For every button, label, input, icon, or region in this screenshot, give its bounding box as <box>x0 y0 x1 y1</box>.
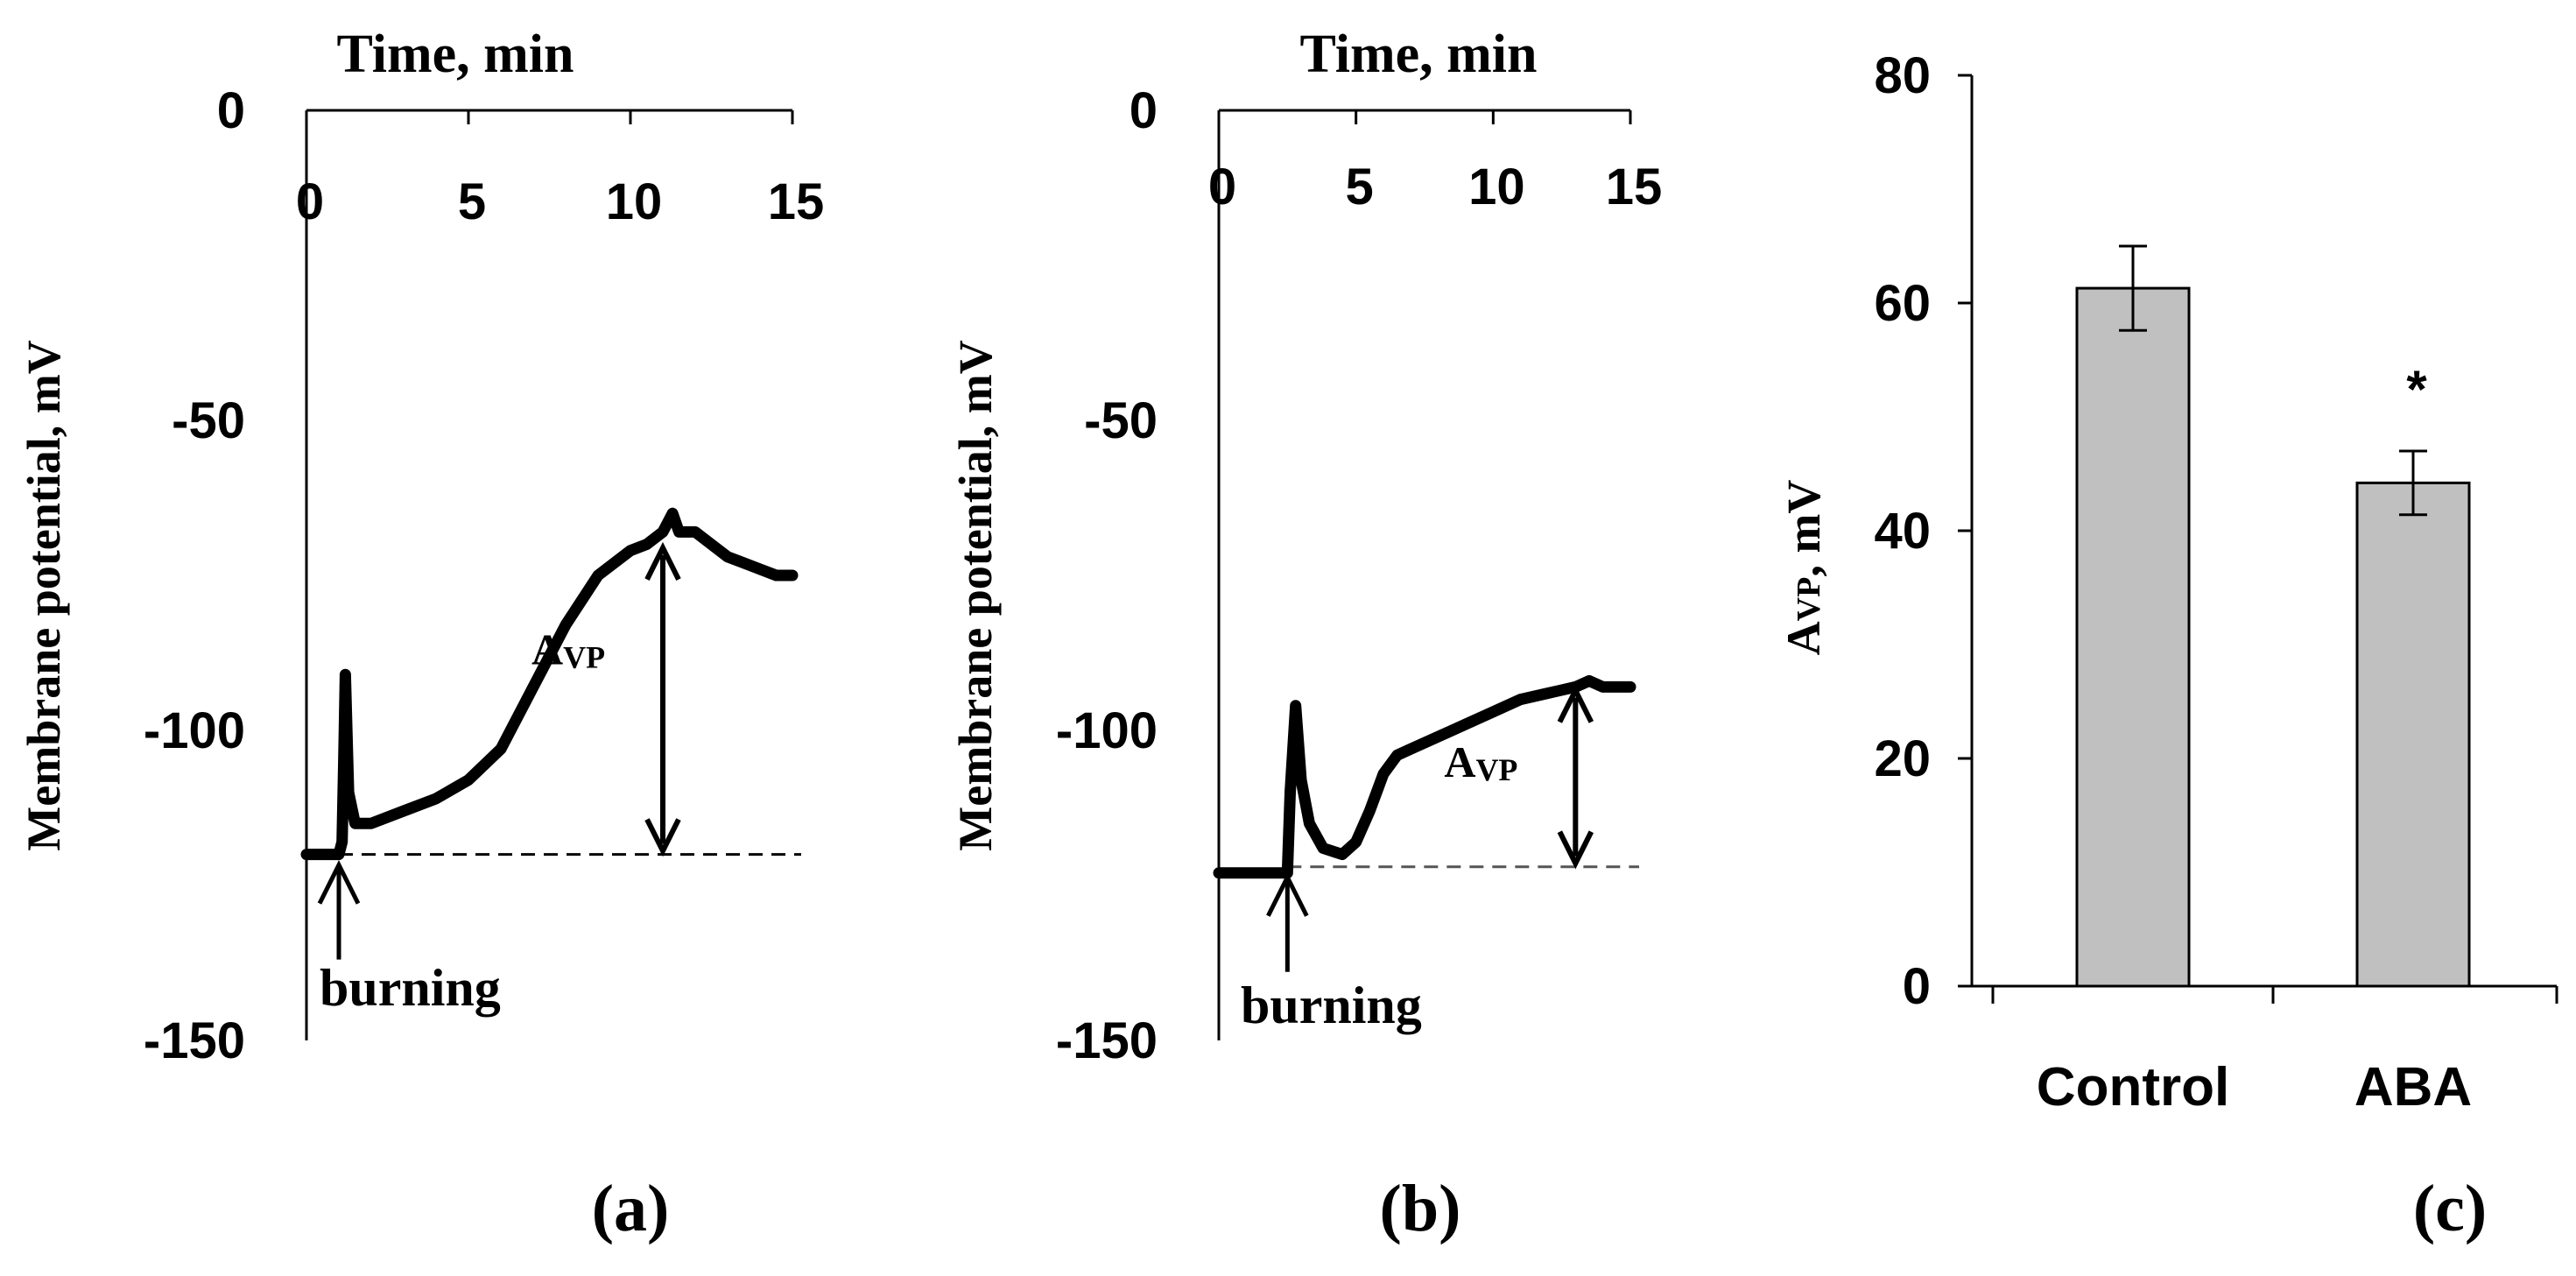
avp-double-arrow-b <box>1557 684 1594 870</box>
y-tick-label: -150 <box>1056 1012 1158 1069</box>
avp-arrow-head-up <box>644 541 681 581</box>
y-tick-label: -100 <box>1056 702 1158 759</box>
panel-a: Time, min Membrane potential, mV 0 -50 -10… <box>18 25 824 1245</box>
avp-arrow-head-up <box>1557 684 1594 723</box>
y-tick-label: -50 <box>172 392 245 449</box>
x-tick-label: 5 <box>458 173 486 230</box>
bars-c: Control ABA * <box>2037 244 2472 1117</box>
significance-marker: * <box>2406 360 2427 419</box>
burning-arrow-a <box>317 860 361 960</box>
y-ticks-c: 0 20 40 60 80 <box>1874 47 1972 1015</box>
x-tick-label: 10 <box>606 173 663 230</box>
y-tick-label: 0 <box>1130 82 1158 139</box>
y-ticks-a: 0 -50 -100 -150 <box>144 82 245 1069</box>
category-label: ABA <box>2354 1057 2472 1117</box>
panel-label-c: (c) <box>2413 1172 2487 1245</box>
category-label: Control <box>2037 1057 2229 1117</box>
y-ticks-b: 0 -50 -100 -150 <box>1056 82 1158 1069</box>
x-tick-label: 15 <box>768 173 825 230</box>
x-axis-title-b: Time, min <box>1300 25 1538 84</box>
bar-control <box>2075 286 2191 988</box>
x-ticks-b: 0 5 10 15 <box>1208 110 1662 215</box>
y-tick-label-c: 80 <box>1874 47 1931 104</box>
burning-label-a: burning <box>320 959 501 1017</box>
burning-label-b: burning <box>1241 976 1422 1034</box>
avp-label-b: AVP <box>1444 737 1517 787</box>
panel-b: Time, min Membrane potential, mV 0 -50 -10… <box>949 25 1662 1245</box>
x-tick-label: 15 <box>1606 159 1663 215</box>
avp-label-a: AVP <box>531 625 605 675</box>
y-tick-label-c: 20 <box>1874 730 1931 787</box>
x-tick-label: 0 <box>296 173 324 230</box>
panel-label-b: (b) <box>1380 1172 1461 1245</box>
y-tick-label: -100 <box>144 702 245 759</box>
y-tick-label: -150 <box>144 1012 245 1069</box>
y-axis-title-a: Membrane potential, mV <box>18 340 70 850</box>
y-axis-title-b: Membrane potential, mV <box>949 340 1002 850</box>
y-axis-title-c: AVP, mV <box>1777 480 1830 656</box>
y-tick-label: -50 <box>1084 392 1158 449</box>
bar-aba <box>2355 481 2471 988</box>
y-tick-label-c: 0 <box>1903 958 1931 1015</box>
x-tick-label: 5 <box>1346 159 1374 215</box>
x-axis-title-a: Time, min <box>337 25 574 84</box>
x-tick-label: 10 <box>1468 159 1525 215</box>
y-tick-label: 0 <box>217 82 245 139</box>
x-tick-label: 0 <box>1208 159 1236 215</box>
y-tick-label-c: 40 <box>1874 503 1931 560</box>
avp-double-arrow-a <box>644 541 681 857</box>
panel-label-a: (a) <box>592 1172 670 1245</box>
avp-arrow-head-down <box>644 818 681 857</box>
burning-arrow-head <box>1266 872 1309 917</box>
burning-arrow-b <box>1266 872 1309 972</box>
panel-c: AVP, mV 0 20 40 60 80 Control ABA * (c) <box>1777 47 2558 1245</box>
y-tick-label-c: 60 <box>1874 275 1931 332</box>
burning-arrow-head <box>317 860 361 905</box>
avp-arrow-head-down <box>1557 830 1594 870</box>
x-ticks-a: 0 5 10 15 <box>296 110 824 230</box>
series-line-a <box>300 507 799 861</box>
